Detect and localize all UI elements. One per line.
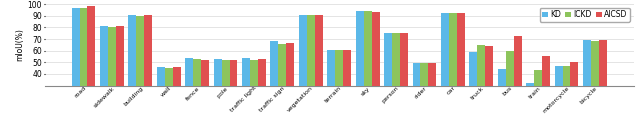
Bar: [278, 44, 286, 120]
Bar: [299, 15, 307, 120]
Bar: [136, 16, 144, 120]
Bar: [242, 58, 250, 120]
Bar: [477, 45, 485, 120]
Bar: [100, 26, 108, 120]
Bar: [193, 59, 201, 120]
Bar: [356, 11, 364, 120]
Bar: [400, 33, 408, 120]
Bar: [185, 58, 193, 120]
Bar: [563, 66, 570, 120]
Bar: [116, 26, 124, 120]
Bar: [591, 41, 599, 120]
Bar: [250, 60, 258, 120]
Bar: [583, 40, 591, 120]
Bar: [420, 63, 428, 120]
Bar: [286, 43, 294, 120]
Bar: [144, 15, 152, 120]
Bar: [230, 60, 237, 120]
Bar: [258, 59, 266, 120]
Bar: [570, 62, 579, 120]
Bar: [542, 56, 550, 120]
Bar: [201, 60, 209, 120]
Bar: [364, 11, 372, 120]
Bar: [485, 46, 493, 120]
Bar: [449, 13, 457, 120]
Bar: [534, 70, 542, 120]
Bar: [392, 33, 400, 120]
Bar: [514, 36, 522, 120]
Bar: [413, 63, 420, 120]
Bar: [72, 8, 79, 120]
Bar: [315, 15, 323, 120]
Bar: [88, 6, 95, 120]
Bar: [441, 13, 449, 120]
Bar: [157, 67, 164, 120]
Bar: [599, 40, 607, 120]
Bar: [428, 63, 436, 120]
Bar: [469, 52, 477, 120]
Bar: [526, 83, 534, 120]
Bar: [129, 15, 136, 120]
Bar: [79, 8, 88, 120]
Bar: [271, 41, 278, 120]
Bar: [173, 67, 180, 120]
Bar: [327, 50, 335, 120]
Bar: [108, 27, 116, 120]
Bar: [554, 66, 563, 120]
Bar: [372, 12, 380, 120]
Bar: [214, 59, 221, 120]
Bar: [221, 60, 230, 120]
Legend: KD, ICKD, AICSD: KD, ICKD, AICSD: [540, 8, 630, 22]
Bar: [335, 50, 343, 120]
Bar: [343, 50, 351, 120]
Bar: [506, 51, 514, 120]
Y-axis label: mIoU(%): mIoU(%): [16, 28, 25, 61]
Bar: [498, 69, 506, 120]
Bar: [307, 15, 315, 120]
Bar: [457, 13, 465, 120]
Bar: [164, 68, 173, 120]
Bar: [384, 33, 392, 120]
